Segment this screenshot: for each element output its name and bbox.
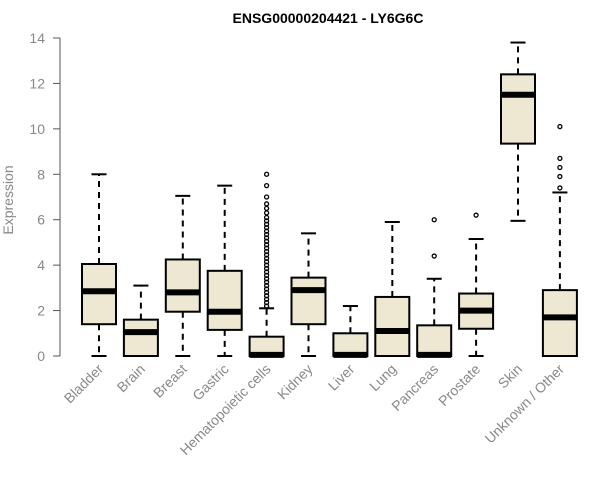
outlier-point <box>263 210 270 216</box>
x-tick-label: Brain <box>114 361 148 395</box>
box-iqr <box>374 295 411 358</box>
box-iqr <box>290 276 327 326</box>
box-group <box>541 123 578 357</box>
outlier-point <box>431 253 437 259</box>
x-tick-label: Pancreas <box>388 361 441 414</box>
box-group <box>81 173 117 357</box>
box-group <box>290 232 327 357</box>
x-tick-label: Bladder <box>61 361 107 407</box>
box-iqr <box>500 73 536 145</box>
y-axis: 0 2 4 6 8 10 12 14 <box>29 30 60 364</box>
box-iqr <box>541 289 578 357</box>
x-tick-label: Kidney <box>274 361 316 403</box>
y-tick-label: 8 <box>37 166 45 182</box>
box-group <box>206 184 243 357</box>
outlier-point <box>431 217 437 223</box>
y-tick-label: 6 <box>37 212 45 228</box>
outlier-point <box>263 201 270 207</box>
y-tick-label: 12 <box>29 75 45 91</box>
box-iqr <box>164 258 201 313</box>
outlier-point <box>263 214 270 221</box>
box-group <box>164 194 201 357</box>
outlier-point <box>557 155 563 162</box>
x-tick-label: Liver <box>325 361 358 394</box>
outlier-point <box>557 164 563 171</box>
outlier-point <box>473 212 479 218</box>
outlier-point <box>263 205 270 212</box>
box-group <box>458 212 495 357</box>
y-tick-label: 10 <box>29 121 45 137</box>
x-tick-label: Unknown / Other <box>481 361 567 447</box>
box-iqr <box>416 324 453 358</box>
y-axis-title: Expression <box>0 165 16 234</box>
box-group <box>500 41 536 222</box>
x-tick-label: Skin <box>495 361 526 392</box>
box-iqr <box>122 318 159 357</box>
outlier-point <box>263 171 270 177</box>
outlier-point <box>263 194 270 200</box>
box-group <box>122 284 159 357</box>
chart-title: ENSG00000204421 - LY6G6C <box>233 10 424 26</box>
y-tick-label: 14 <box>29 30 45 46</box>
box-iqr <box>206 269 243 331</box>
outlier-point <box>557 173 563 180</box>
x-tick-label: Prostate <box>435 361 483 409</box>
x-tick-label: Lung <box>366 361 399 394</box>
y-tick-label: 0 <box>37 348 45 364</box>
box-group <box>248 171 285 358</box>
plot-area <box>81 41 578 358</box>
outlier-point <box>557 123 563 130</box>
x-tick-label: Breast <box>150 361 190 401</box>
outlier-point <box>263 182 270 189</box>
box-group <box>416 217 453 358</box>
outlier-point <box>557 185 563 191</box>
box-group <box>332 305 369 358</box>
box-group <box>374 220 411 358</box>
y-tick-label: 2 <box>37 303 45 319</box>
y-tick-label: 4 <box>37 257 45 273</box>
